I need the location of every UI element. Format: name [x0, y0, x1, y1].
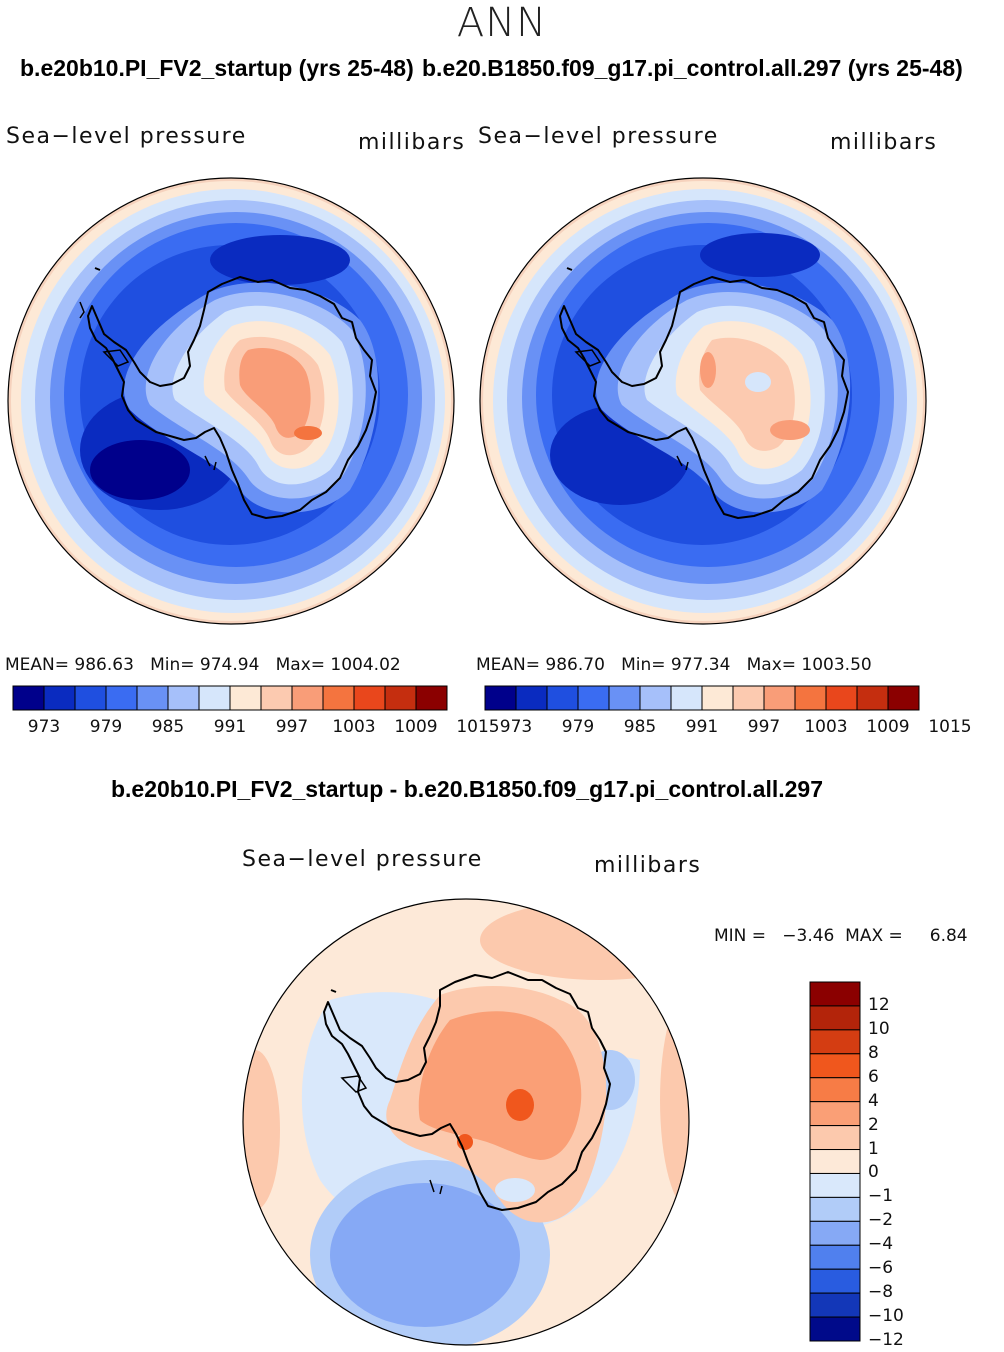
colorbar-swatch [809, 1029, 861, 1055]
colorbar-swatch [809, 1196, 861, 1222]
colorbar-tick-label: 4 [868, 1090, 879, 1111]
colorbar-swatch [825, 685, 858, 711]
colorbar-swatch [608, 685, 641, 711]
colorbar-panel-1 [12, 685, 448, 711]
colorbar-swatch [260, 685, 293, 711]
colorbar-tick-label: −10 [868, 1306, 904, 1327]
map-panel-2 [479, 177, 927, 625]
colorbar-tick-label: 973 [499, 717, 533, 737]
colorbar-tick-label: 0 [868, 1162, 879, 1183]
colorbar-tick-label: 1009 [866, 717, 910, 737]
colorbar-swatch [809, 1077, 861, 1103]
panel2-stats: MEAN= 986.70 Min= 977.34 Max= 1003.50 [476, 655, 872, 675]
colorbar-tick-label: −6 [868, 1258, 894, 1279]
colorbar-tick-label: −1 [868, 1186, 894, 1207]
colorbar-tick-label: 1009 [394, 717, 438, 737]
colorbar-swatch [809, 1149, 861, 1174]
case1-title: b.e20b10.PI_FV2_startup (yrs 25-48) [20, 55, 414, 81]
colorbar-tick-label: 997 [747, 717, 781, 737]
colorbar-swatch [794, 685, 827, 711]
colorbar-swatch [12, 685, 45, 711]
colorbar-swatch [577, 685, 610, 711]
colorbar-swatch [229, 685, 262, 711]
colorbar-swatch [809, 1101, 861, 1127]
colorbar-swatch [763, 685, 796, 711]
colorbar-swatch [732, 685, 765, 711]
diff-variable-label: Sea−level pressure [242, 847, 483, 872]
colorbar-swatch [105, 685, 138, 711]
colorbar-swatch [809, 1316, 861, 1342]
colorbar-tick-label: 991 [685, 717, 719, 737]
map-panel-1 [7, 177, 455, 625]
colorbar-swatch [291, 685, 324, 711]
colorbar-swatch [856, 685, 889, 711]
colorbar-panel-2 [484, 685, 920, 711]
colorbar-swatch [670, 685, 703, 711]
colorbar-tick-label: 979 [561, 717, 595, 737]
colorbar-swatch [809, 1053, 861, 1079]
colorbar-tick-label: 1 [868, 1138, 879, 1159]
colorbar-tick-label: 991 [213, 717, 247, 737]
colorbar-tick-label: 973 [27, 717, 61, 737]
colorbar-swatch [809, 981, 861, 1007]
colorbar-swatch [809, 1220, 861, 1246]
map-panel-diff [242, 898, 690, 1346]
colorbar-swatch [384, 685, 417, 711]
colorbar-tick-label: 2 [868, 1114, 879, 1135]
diff-title: b.e20b10.PI_FV2_startup - b.e20.B1850.f0… [110, 776, 824, 802]
colorbar-tick-label: 1003 [804, 717, 848, 737]
colorbar-tick-label: −8 [868, 1282, 894, 1303]
panel2-variable-label: Sea−level pressure [478, 124, 719, 149]
colorbar-swatch [639, 685, 672, 711]
colorbar-tick-label: 985 [623, 717, 657, 737]
colorbar-tick-label: 985 [151, 717, 185, 737]
colorbar-tick-label: 979 [89, 717, 123, 737]
colorbar-tick-label: 6 [868, 1066, 879, 1087]
colorbar-swatch [43, 685, 76, 711]
colorbar-swatch [353, 685, 386, 711]
colorbar-tick-label: −2 [868, 1210, 894, 1231]
colorbar-tick-label: −4 [868, 1234, 894, 1255]
colorbar-swatch [809, 1172, 861, 1198]
colorbar-tick-label: 1003 [332, 717, 376, 737]
panel1-variable-label: Sea−level pressure [6, 124, 247, 149]
colorbar-tick-label: 997 [275, 717, 309, 737]
colorbar-swatch [809, 1292, 861, 1318]
colorbar-swatch [136, 685, 169, 711]
colorbar-diff [809, 981, 861, 1342]
panel2-units-label: millibars [830, 130, 938, 155]
colorbar-tick-label: 1015 [456, 717, 500, 737]
colorbar-swatch [515, 685, 548, 711]
colorbar-tick-label: 8 [868, 1042, 879, 1063]
colorbar-tick-label: 10 [868, 1018, 890, 1039]
colorbar-tick-label: −12 [868, 1330, 904, 1350]
case2-title: b.e20.B1850.f09_g17.pi_control.all.297 (… [422, 55, 963, 81]
colorbar-swatch [415, 685, 448, 711]
colorbar-swatch [167, 685, 200, 711]
colorbar-swatch [484, 685, 517, 711]
colorbar-swatch [701, 685, 734, 711]
colorbar-swatch [887, 685, 920, 711]
figure-title: ANN [456, 0, 548, 46]
colorbar-swatch [809, 1268, 861, 1294]
colorbar-tick-label: 1015 [928, 717, 972, 737]
diff-stats: MIN = −3.46 MAX = 6.84 [714, 926, 968, 946]
colorbar-tick-label: 12 [868, 994, 890, 1015]
colorbar-swatch [809, 1244, 861, 1270]
panel1-units-label: millibars [358, 130, 466, 155]
colorbar-swatch [74, 685, 107, 711]
colorbar-swatch [322, 685, 355, 711]
colorbar-swatch [809, 1005, 861, 1031]
colorbar-swatch [546, 685, 579, 711]
panel1-stats: MEAN= 986.63 Min= 974.94 Max= 1004.02 [5, 655, 401, 675]
diff-units-label: millibars [594, 853, 702, 878]
colorbar-swatch [809, 1125, 861, 1151]
colorbar-swatch [198, 685, 231, 711]
